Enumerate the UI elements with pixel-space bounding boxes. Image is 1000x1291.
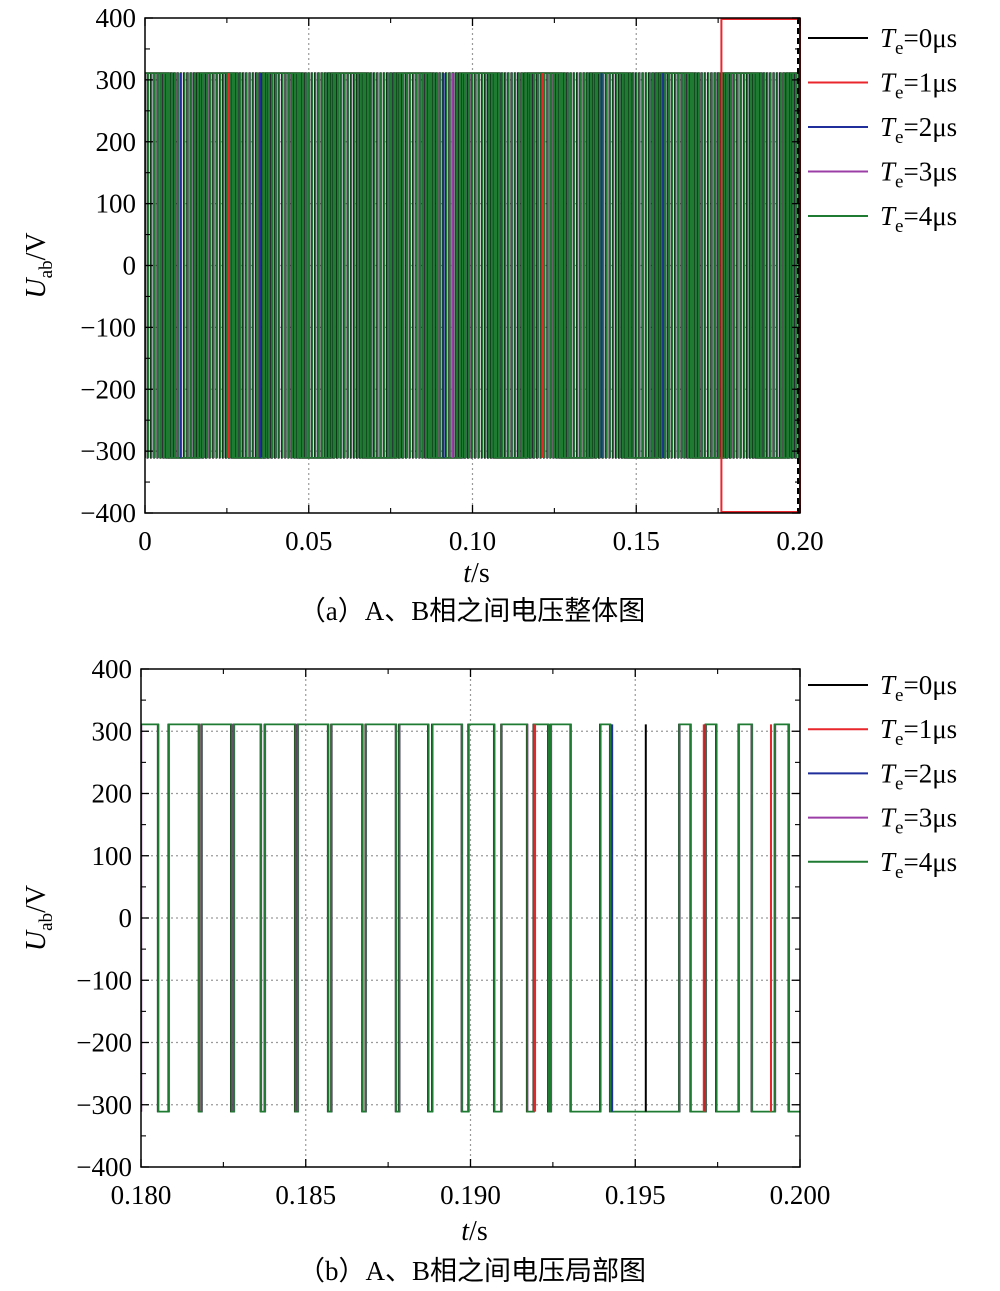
- series-0-line: [141, 723, 800, 1113]
- plot-area: [145, 72, 800, 459]
- x-tick-label: 0.190: [440, 1180, 501, 1210]
- y-axis-label: Uab/V: [21, 232, 57, 298]
- y-tick-label: 300: [92, 716, 133, 746]
- plot-area: [141, 723, 800, 1113]
- y-tick-label: 300: [96, 65, 137, 95]
- x-tick-label: 0.185: [275, 1180, 336, 1210]
- series-4-line: [145, 72, 800, 459]
- x-tick-label: 0.20: [776, 526, 823, 556]
- legend-item-4: Te=4μs: [808, 847, 957, 883]
- y-tick-label: 200: [92, 779, 133, 809]
- x-axis-label: t/s: [461, 1216, 487, 1247]
- y-tick-label: 100: [96, 189, 137, 219]
- legend-label: Te=0μs: [880, 670, 957, 706]
- x-tick-label: 0.180: [111, 1180, 172, 1210]
- y-tick-label: 0: [123, 251, 137, 281]
- x-tick-label: 0: [138, 526, 152, 556]
- legend: Te=0μs Te=1μs Te=2μs Te=3μs Te=4μs: [808, 670, 957, 883]
- y-tick-label: −100: [80, 312, 136, 342]
- y-tick-label: −200: [80, 374, 136, 404]
- legend-item-3: Te=3μs: [808, 803, 957, 839]
- y-tick-label: −400: [80, 498, 136, 528]
- grid: [141, 669, 800, 1167]
- legend-item-0: Te=0μs: [808, 670, 957, 706]
- legend-item-2: Te=2μs: [808, 112, 957, 148]
- y-tick-label: 400: [92, 654, 133, 684]
- legend-label: Te=4μs: [880, 201, 957, 237]
- x-tick-label: 0.05: [285, 526, 332, 556]
- chart-a: 0 0.05 0.10 0.15 0.20 −400 −300 −200 −100 0 100 200…: [21, 3, 957, 626]
- y-axis-label: Uab/V: [21, 885, 57, 951]
- series-4-line: [141, 723, 800, 1113]
- legend-label: Te=1μs: [880, 68, 957, 104]
- figure-caption: （b）A、B相之间电压局部图: [298, 1256, 646, 1286]
- legend: Te=0μs Te=1μs Te=2μs Te=3μs Te=4μs: [808, 23, 957, 237]
- legend-item-0: Te=0μs: [808, 23, 957, 59]
- legend-label: Te=3μs: [880, 157, 957, 193]
- legend-item-3: Te=3μs: [808, 157, 957, 193]
- legend-item-2: Te=2μs: [808, 758, 957, 794]
- ticks: [144, 17, 801, 514]
- ticks: [140, 668, 801, 1168]
- figure-caption: （a）A、B相之间电压整体图: [299, 596, 646, 626]
- y-tick-label: −300: [76, 1090, 132, 1120]
- x-tick-label: 0.10: [449, 526, 496, 556]
- y-tick-label: 200: [96, 127, 137, 157]
- x-tick-label: 0.15: [613, 526, 660, 556]
- x-axis-label: t/s: [463, 558, 489, 589]
- x-tick-label: 0.195: [605, 1180, 666, 1210]
- legend-label: Te=4μs: [880, 847, 957, 883]
- y-tick-label: 100: [92, 841, 133, 871]
- chart-b: 0.180 0.185 0.190 0.195 0.200 −400 −300 −200 −10…: [21, 654, 957, 1286]
- legend-label: Te=2μs: [880, 758, 957, 794]
- series-1-line: [141, 723, 800, 1113]
- legend-item-4: Te=4μs: [808, 201, 957, 237]
- y-tick-label: 400: [96, 3, 137, 33]
- legend-label: Te=1μs: [880, 714, 957, 750]
- legend-label: Te=2μs: [880, 112, 957, 148]
- legend-item-1: Te=1μs: [808, 68, 957, 104]
- y-tick-label: −300: [80, 436, 136, 466]
- legend-label: Te=3μs: [880, 803, 957, 839]
- y-tick-label: −200: [76, 1028, 132, 1058]
- legend-label: Te=0μs: [880, 23, 957, 59]
- y-tick-label: −100: [76, 965, 132, 995]
- y-tick-label: 0: [119, 903, 133, 933]
- legend-item-1: Te=1μs: [808, 714, 957, 750]
- y-tick-label: −400: [76, 1152, 132, 1182]
- x-tick-label: 0.200: [770, 1180, 831, 1210]
